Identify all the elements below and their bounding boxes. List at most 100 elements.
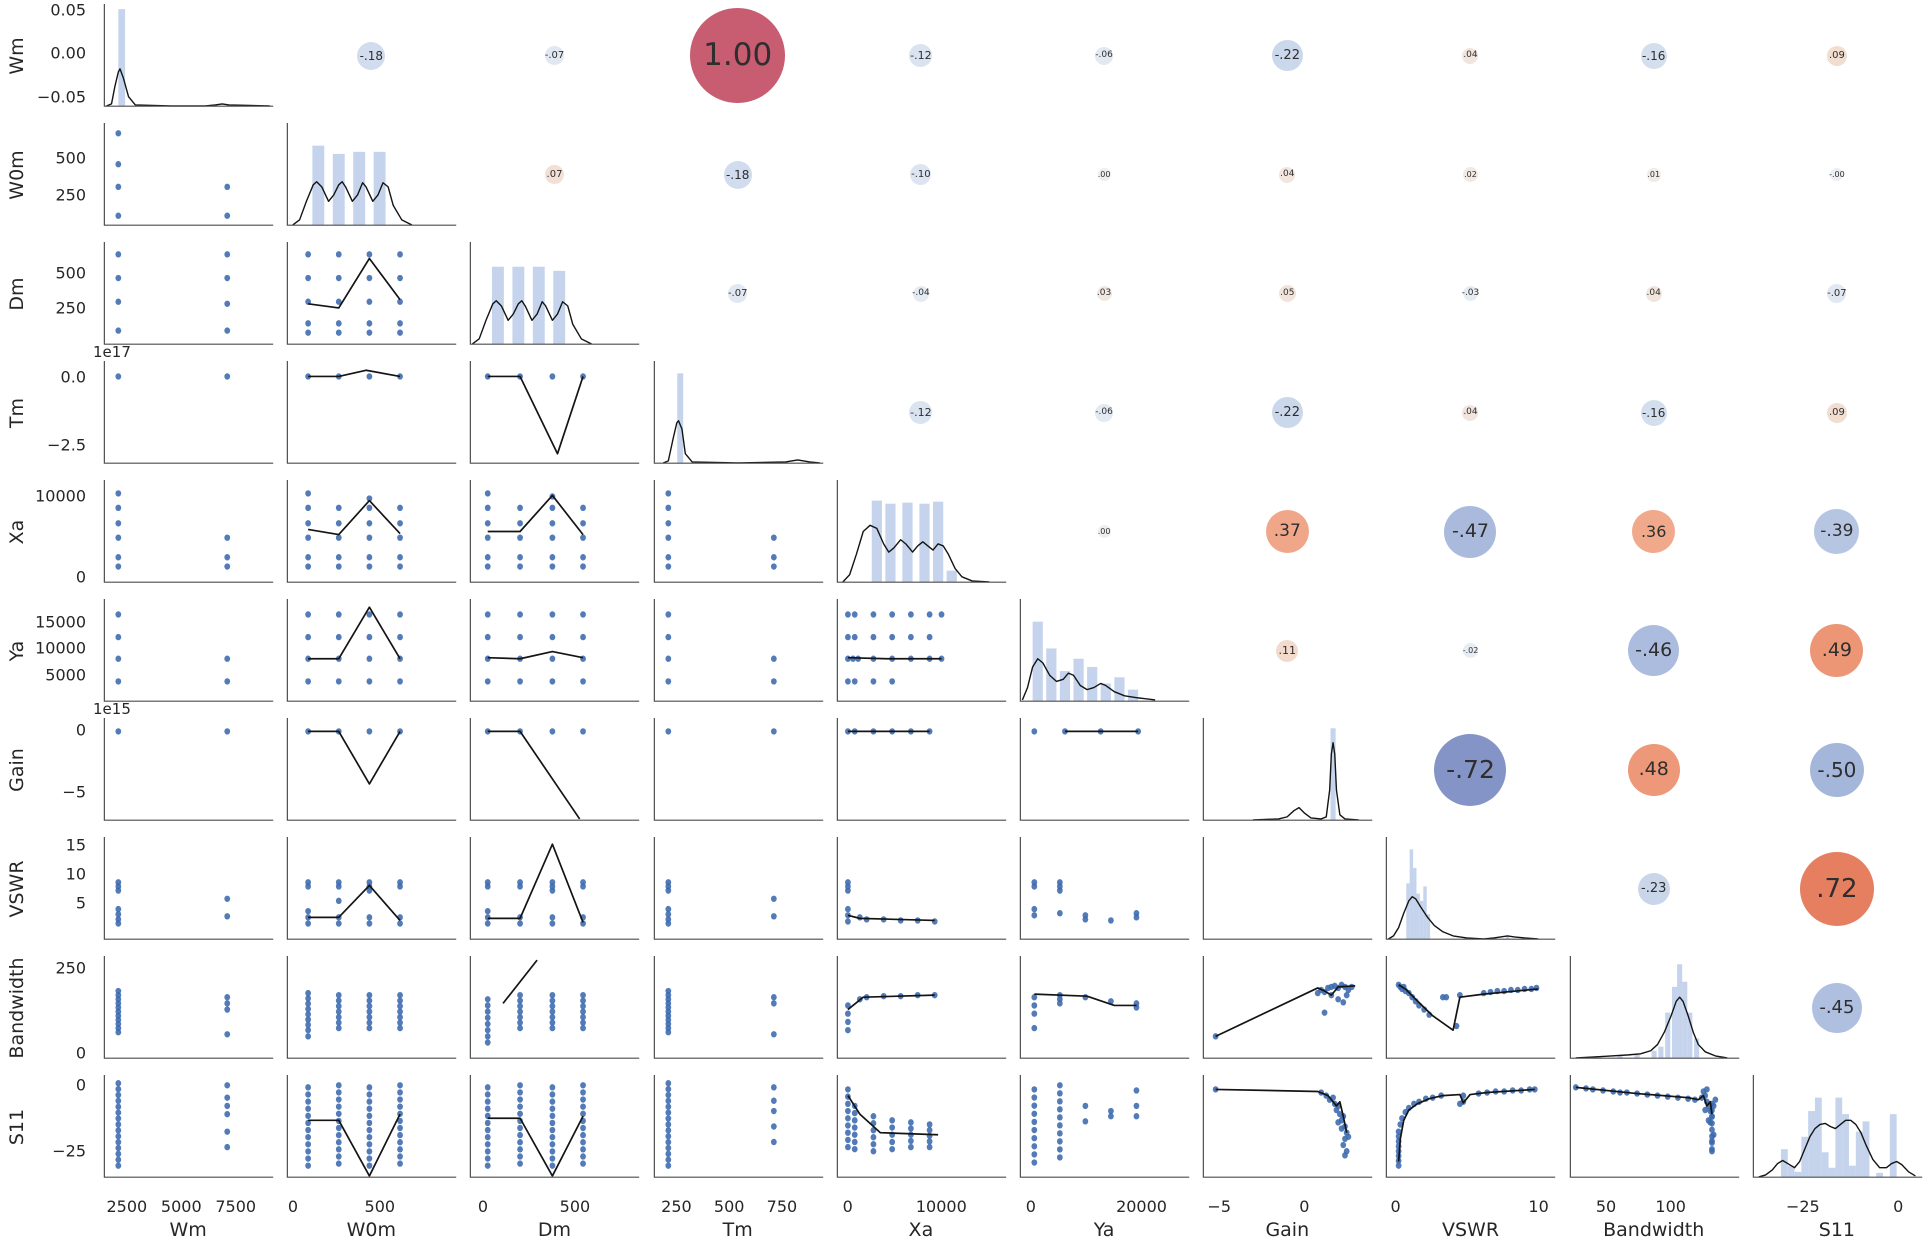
data-point bbox=[770, 554, 777, 561]
corr-value: .48 bbox=[1638, 758, 1669, 780]
axis-spines bbox=[1020, 718, 1189, 820]
scatter-plot bbox=[469, 837, 639, 940]
scatter-cell-Xa-Dm bbox=[469, 480, 639, 583]
hist-bar bbox=[1506, 935, 1510, 940]
scatter-cell-VSWR-Dm bbox=[469, 837, 639, 940]
trend-line bbox=[308, 731, 400, 784]
data-point bbox=[1708, 1145, 1715, 1153]
data-point bbox=[305, 1011, 312, 1018]
data-point bbox=[926, 1138, 933, 1145]
corr-value: -.45 bbox=[1819, 996, 1855, 1018]
data-point bbox=[1031, 883, 1038, 890]
data-point bbox=[770, 994, 777, 1001]
y-axis-Bandwidth: Bandwidth 250 0 bbox=[0, 956, 90, 1062]
hist-bar bbox=[1114, 677, 1125, 702]
data-point bbox=[665, 1127, 671, 1134]
data-point bbox=[397, 563, 404, 570]
scatter-cell-VSWR-W0m bbox=[286, 837, 456, 940]
y-axis-Wm: Wm 0.05 0.00 −0.05 bbox=[0, 1, 90, 107]
scatter-cell-Bandwidth-Wm bbox=[103, 956, 273, 1059]
data-point bbox=[485, 655, 492, 662]
corr-cell-W0m-Bandwidth: .01 bbox=[1569, 123, 1739, 226]
data-point bbox=[336, 611, 342, 618]
axis-spines bbox=[1020, 1075, 1189, 1177]
data-point bbox=[305, 1016, 312, 1023]
histogram-plot bbox=[836, 480, 1006, 583]
corr-value: -.22 bbox=[1274, 48, 1300, 63]
histogram-plot bbox=[1752, 1075, 1922, 1178]
x-tick-label: 0 bbox=[477, 1197, 489, 1216]
data-point bbox=[926, 1121, 933, 1128]
corr-value: .37 bbox=[1273, 521, 1301, 541]
data-point bbox=[336, 1124, 342, 1132]
data-point bbox=[485, 373, 492, 380]
data-point bbox=[844, 611, 851, 618]
data-point bbox=[336, 1019, 342, 1026]
scatter-cell-S11-Tm bbox=[653, 1075, 823, 1178]
hist-bar bbox=[1330, 728, 1336, 821]
data-point bbox=[517, 997, 524, 1004]
data-point bbox=[580, 883, 587, 890]
data-point bbox=[549, 1155, 556, 1162]
data-point bbox=[115, 728, 122, 735]
data-point bbox=[931, 918, 938, 925]
corr-badge: -.07 bbox=[1827, 284, 1847, 303]
x-tick-label: 7500 bbox=[215, 1197, 257, 1216]
data-point bbox=[1082, 1102, 1089, 1110]
hist-bar bbox=[1127, 689, 1139, 702]
data-point bbox=[397, 1103, 404, 1110]
axis-spines bbox=[288, 361, 457, 463]
data-point bbox=[115, 1085, 122, 1093]
hist-bar bbox=[885, 503, 896, 583]
corr-value: -.06 bbox=[1095, 407, 1113, 417]
scatter-cell-Tm-Dm bbox=[469, 361, 639, 464]
data-point bbox=[549, 633, 556, 641]
scatter-plot bbox=[1019, 956, 1189, 1059]
data-point bbox=[397, 1024, 404, 1032]
data-point bbox=[336, 504, 342, 512]
corr-value: .36 bbox=[1640, 521, 1667, 541]
data-point bbox=[1335, 996, 1342, 1003]
data-point bbox=[1056, 1114, 1063, 1121]
data-point bbox=[770, 913, 777, 920]
hist-bar bbox=[1073, 658, 1084, 702]
data-point bbox=[305, 1148, 312, 1155]
data-point bbox=[115, 1091, 122, 1099]
data-point bbox=[224, 373, 231, 380]
trend-line bbox=[848, 1096, 938, 1135]
hist-bar bbox=[353, 151, 366, 226]
data-point bbox=[397, 1124, 404, 1132]
x-tick-label: 250 bbox=[661, 1197, 692, 1216]
data-point bbox=[336, 1153, 342, 1160]
data-point bbox=[907, 633, 914, 641]
data-point bbox=[1342, 1152, 1349, 1159]
data-point bbox=[870, 1141, 877, 1148]
y-axis-title-W0m: W0m bbox=[6, 149, 28, 200]
data-point bbox=[485, 996, 492, 1003]
corr-badge: -.39 bbox=[1814, 509, 1860, 554]
data-point bbox=[224, 554, 231, 561]
data-point bbox=[1031, 728, 1038, 735]
data-point bbox=[305, 1026, 312, 1034]
data-point bbox=[517, 920, 524, 927]
data-point bbox=[224, 300, 231, 307]
corr-cell-W0m-S11: -.00 bbox=[1752, 123, 1922, 226]
data-point bbox=[549, 1141, 556, 1148]
data-point bbox=[305, 914, 312, 921]
data-point bbox=[517, 883, 524, 890]
data-point bbox=[517, 520, 524, 527]
data-point bbox=[580, 1110, 587, 1117]
data-point bbox=[665, 490, 671, 497]
y-axis-title-Gain: Gain bbox=[6, 747, 28, 792]
data-point bbox=[224, 994, 231, 1001]
histogram-plot bbox=[653, 361, 823, 464]
data-point bbox=[665, 905, 671, 913]
data-point bbox=[580, 678, 587, 685]
hist-bar bbox=[553, 270, 566, 345]
data-point bbox=[665, 1133, 671, 1140]
data-point bbox=[665, 1091, 671, 1099]
data-point bbox=[549, 504, 556, 512]
data-point bbox=[1708, 1113, 1715, 1120]
scatter-cell-S11-Bandwidth bbox=[1569, 1075, 1739, 1178]
data-point bbox=[870, 1134, 877, 1141]
